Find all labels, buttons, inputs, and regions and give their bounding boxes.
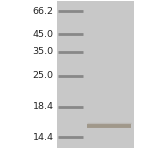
Text: 25.0: 25.0: [32, 71, 53, 80]
FancyBboxPatch shape: [57, 1, 134, 148]
Text: 45.0: 45.0: [32, 30, 53, 39]
Text: 14.4: 14.4: [32, 133, 53, 142]
Text: 18.4: 18.4: [32, 102, 53, 111]
Text: 66.2: 66.2: [32, 7, 53, 16]
Text: 35.0: 35.0: [32, 47, 53, 56]
